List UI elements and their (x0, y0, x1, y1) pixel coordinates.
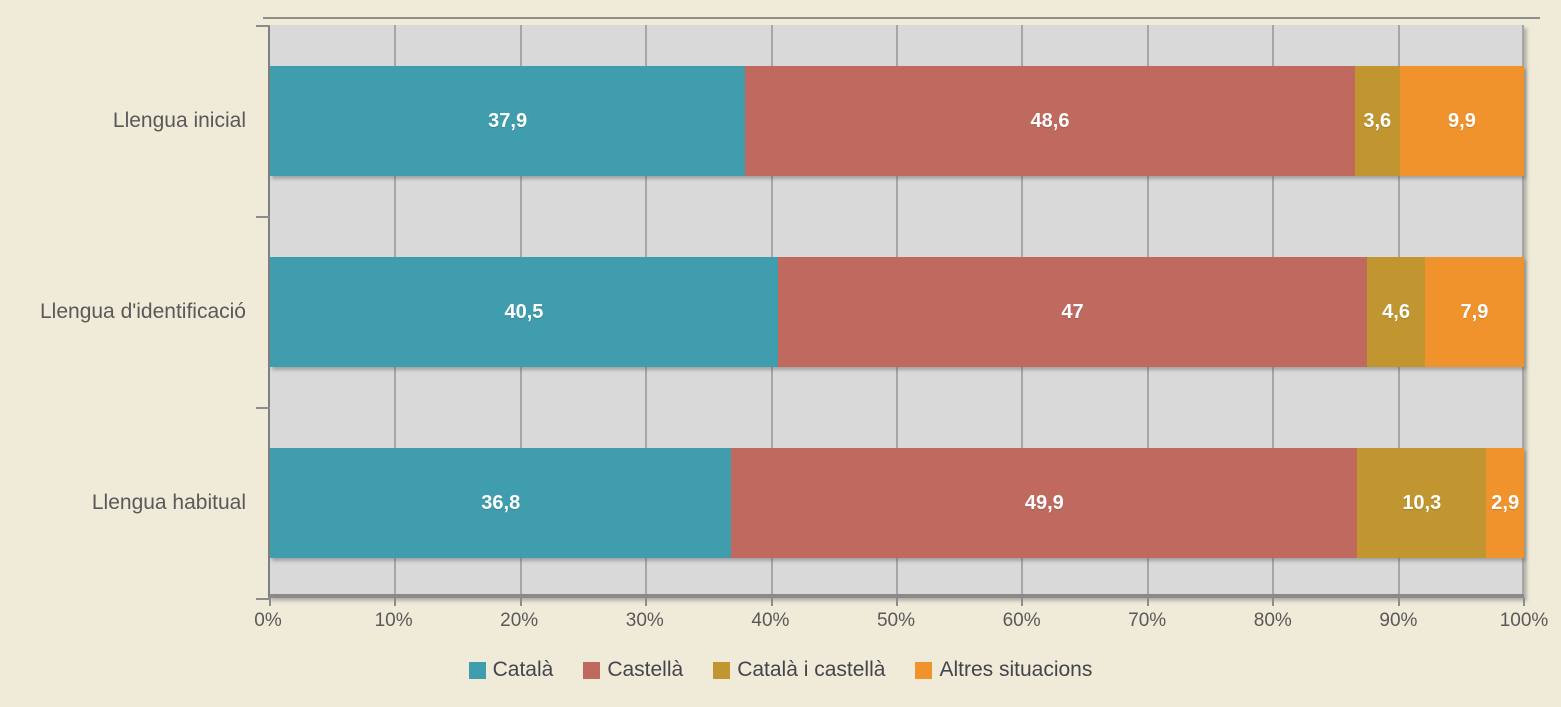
bar-row-2: 40,5 47 4,6 7,9 (270, 257, 1524, 367)
x-axis-tick-label: 60% (1002, 610, 1041, 631)
bar-segment: 36,8 (270, 448, 732, 558)
chart-legend: Català Castellà Català i castellà Altres si… (0, 658, 1561, 682)
x-axis-tick-label: 20% (500, 610, 539, 631)
y-axis-tick (256, 407, 270, 409)
bar-value-label: 7,9 (1460, 300, 1489, 323)
x-axis-tick-label: 50% (876, 610, 916, 631)
x-axis-tick-label: 80% (1253, 610, 1292, 631)
bar-value-label: 47 (1061, 300, 1084, 323)
bar-value-label: 36,8 (481, 491, 521, 514)
legend-item: Castellà (583, 658, 683, 682)
category-label: Llengua habitual (91, 491, 246, 514)
bar-segment: 48,6 (745, 66, 1355, 176)
x-axis-tick-70% (1146, 598, 1149, 606)
x-axis-tick-label: 0% (254, 610, 282, 631)
legend-swatch-icon (468, 661, 486, 679)
bar-row-3: 36,8 49,9 10,3 2,9 (270, 448, 1524, 558)
legend-swatch-icon (915, 661, 933, 679)
bar-segment: 2,9 (1486, 448, 1524, 558)
bar-row-1: 37,9 48,6 3,6 9,9 (270, 66, 1524, 176)
legend-label: Castellà (607, 658, 684, 681)
x-axis-tick-80% (1272, 598, 1275, 606)
bar-value-label: 37,9 (488, 109, 528, 132)
x-axis-tick-50% (896, 598, 898, 606)
bar-value-label: 48,6 (1030, 109, 1070, 132)
x-axis-tick-label: 40% (751, 610, 790, 631)
legend-item: Català i castellà (713, 658, 885, 682)
y-axis-tick (256, 598, 270, 600)
bar-segment: 40,5 (270, 257, 778, 367)
x-axis-tick-60% (1021, 598, 1024, 606)
bar-segment: 7,9 (1424, 257, 1524, 367)
bar-value-label: 3,6 (1363, 109, 1392, 132)
bar-value-label: 49,9 (1024, 491, 1064, 514)
legend-label: Altres situacions (939, 658, 1093, 681)
y-axis-category-labels: Llengua inicial Llengua d'identificació Ll… (0, 25, 246, 598)
x-axis-tick-0% (269, 598, 271, 606)
x-axis-tick-label: 100% (1499, 610, 1549, 631)
x-axis-tick-label: 10% (374, 610, 413, 631)
x-axis-tick-label: 90% (1379, 610, 1418, 631)
y-axis-tick (256, 216, 270, 218)
legend-item: Català (468, 658, 554, 682)
bar-segment: 49,9 (731, 448, 1358, 558)
legend-label: Català i castellà (737, 658, 886, 681)
bar-value-label: 9,9 (1448, 109, 1476, 132)
x-axis-tick-40% (770, 598, 773, 606)
plot-area: 37,9 48,6 3,6 9,9 40,5 47 4,6 7,9 36,8 49,9 10,3 2,… (256, 25, 1525, 606)
category-label: Llengua d'identificació (40, 300, 246, 323)
chart-top-border (263, 17, 1540, 19)
legend-swatch-icon (583, 661, 601, 679)
category-label: Llengua inicial (112, 109, 246, 132)
x-axis-tick-90% (1397, 598, 1400, 606)
x-axis-tick-100% (1523, 598, 1525, 606)
bar-segment: 37,9 (270, 66, 746, 176)
legend-item: Altres situacions (915, 658, 1092, 682)
x-axis-tick-30% (645, 598, 648, 606)
x-axis-tick-labels: 0% 10% 20% 30% 40% 50% 60% 70% 80% 90% 100% (254, 610, 1548, 636)
legend-swatch-icon (713, 661, 731, 679)
bar-value-label: 2,9 (1491, 491, 1520, 514)
bar-segment: 10,3 (1357, 448, 1487, 558)
legend-label: Català (492, 658, 554, 681)
x-axis-tick-label: 30% (625, 610, 664, 631)
bar-value-label: 4,6 (1382, 300, 1410, 323)
x-axis-tick-label: 70% (1128, 610, 1167, 631)
bar-segment: 3,6 (1354, 66, 1400, 176)
x-axis-tick-10% (394, 598, 397, 606)
bar-segment: 9,9 (1399, 66, 1524, 176)
bar-value-label: 10,3 (1402, 491, 1442, 514)
bar-segment: 4,6 (1367, 257, 1425, 367)
bar-value-label: 40,5 (504, 300, 544, 323)
x-axis-tick-20% (519, 598, 522, 606)
y-axis-tick (256, 25, 270, 27)
bar-segment: 47 (777, 257, 1368, 367)
